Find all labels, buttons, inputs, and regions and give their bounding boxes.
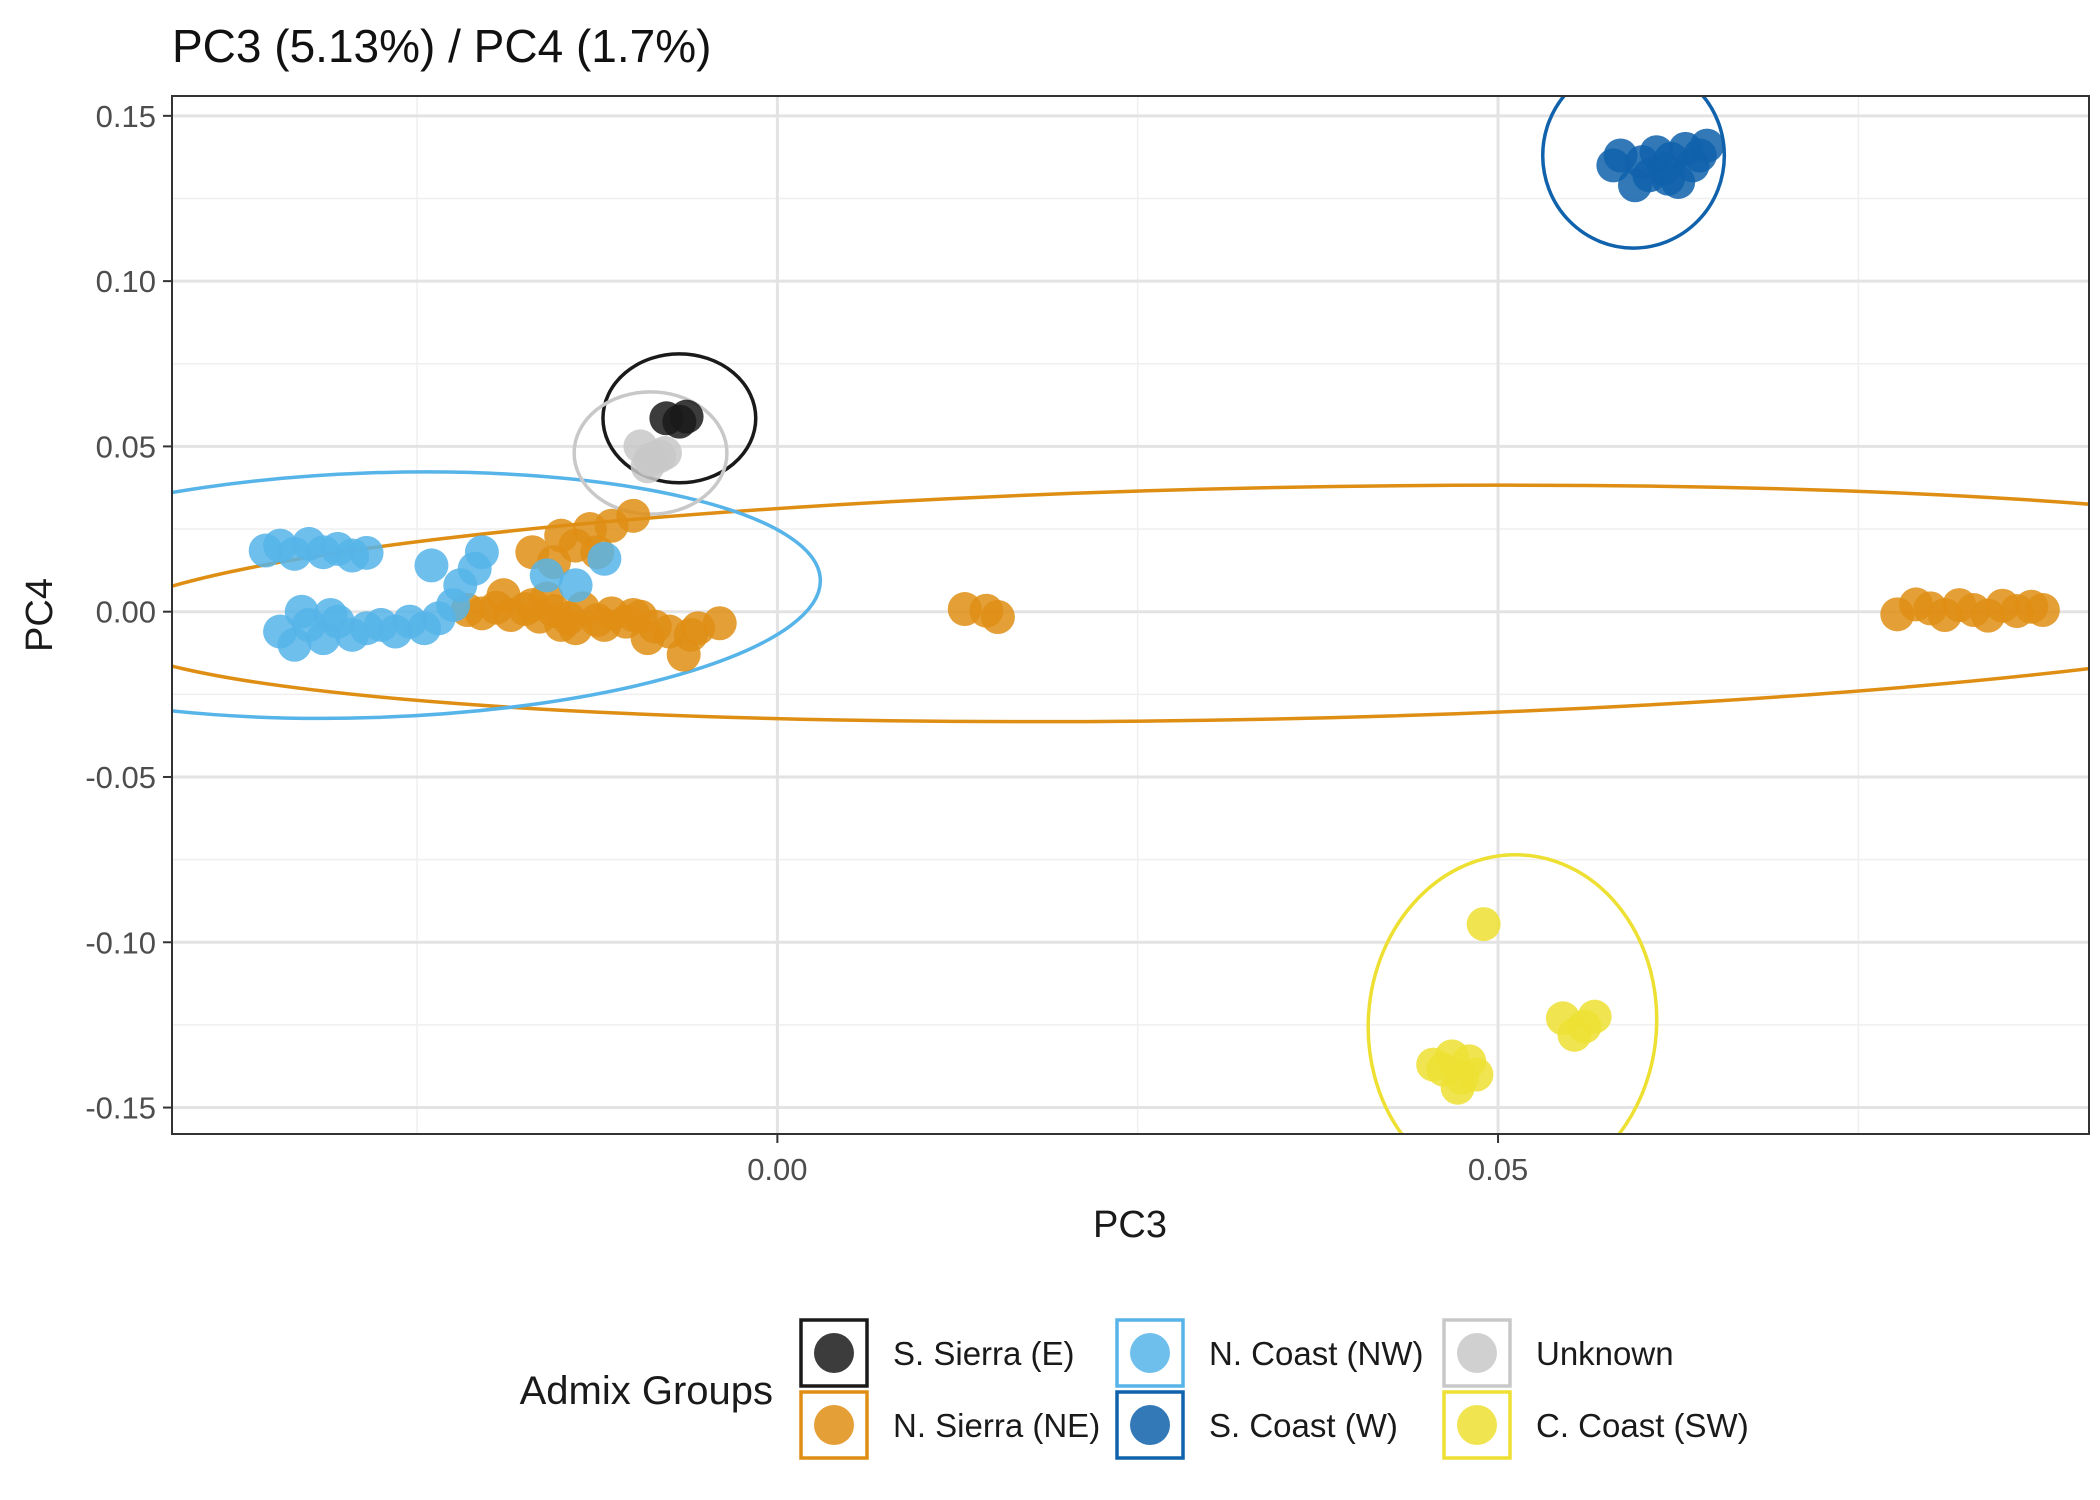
legend-key-dot-s-coast-w bbox=[1130, 1405, 1170, 1445]
y-tick-label: -0.05 bbox=[85, 760, 156, 795]
ellipse-c-coast-sw bbox=[1366, 853, 1659, 1134]
point-n-sierra-ne bbox=[486, 578, 521, 613]
legend-title: Admix Groups bbox=[520, 1369, 773, 1413]
ellipse-unknown bbox=[572, 390, 729, 516]
legend-key-dot-unknown bbox=[1457, 1333, 1497, 1373]
ellipse-s-coast-w bbox=[1541, 96, 1727, 250]
y-tick-label: -0.15 bbox=[85, 1091, 156, 1126]
group-ellipses bbox=[172, 96, 2089, 1134]
point-n-sierra-ne bbox=[587, 607, 622, 642]
chart-title: PC3 (5.13%) / PC4 (1.7%) bbox=[172, 20, 711, 72]
legend-key-dot-s-sierra-e bbox=[814, 1333, 854, 1373]
legend-label-n-coast-nw: N. Coast (NW) bbox=[1209, 1335, 1424, 1372]
point-n-coast-nw bbox=[464, 535, 499, 570]
y-tick-label: -0.10 bbox=[85, 925, 156, 960]
legend: Admix Groups S. Sierra (E) N. Sierra (NE)… bbox=[520, 1318, 1749, 1460]
grid-major bbox=[172, 96, 2089, 1134]
data-points bbox=[248, 128, 2060, 1105]
ellipse-n-sierra-ne bbox=[172, 483, 2089, 724]
y-tick-label: 0.00 bbox=[96, 595, 156, 630]
point-n-coast-nw bbox=[284, 594, 319, 629]
y-tick-label: 0.15 bbox=[96, 99, 156, 134]
y-axis-title: PC4 bbox=[19, 578, 61, 652]
point-s-coast-w bbox=[1651, 161, 1686, 196]
x-tick-label: 0.00 bbox=[747, 1152, 807, 1187]
point-n-sierra-ne bbox=[558, 611, 593, 646]
point-n-sierra-ne bbox=[702, 606, 737, 641]
point-s-sierra-e bbox=[662, 404, 697, 439]
y-tick-label: 0.05 bbox=[96, 429, 156, 464]
x-tick-label: 0.05 bbox=[1468, 1152, 1528, 1187]
point-n-sierra-ne bbox=[980, 599, 1015, 634]
point-c-coast-sw bbox=[1577, 999, 1612, 1034]
point-n-coast-nw bbox=[313, 598, 348, 632]
point-n-sierra-ne bbox=[616, 498, 651, 533]
ellipse-n-coast-nw bbox=[172, 470, 823, 721]
point-n-coast-nw bbox=[349, 535, 384, 570]
x-axis-title: PC3 bbox=[1093, 1204, 1167, 1246]
legend-key-dot-n-coast-nw bbox=[1130, 1333, 1170, 1373]
grid-minor bbox=[172, 96, 2089, 1134]
point-c-coast-sw bbox=[1459, 1057, 1494, 1092]
legend-key-box-n-coast-nw bbox=[1115, 1318, 1185, 1388]
legend-label-s-sierra-e: S. Sierra (E) bbox=[893, 1335, 1075, 1372]
point-n-coast-nw bbox=[587, 541, 622, 576]
point-n-sierra-ne bbox=[630, 621, 665, 656]
legend-key-box-n-sierra-ne bbox=[799, 1390, 869, 1460]
point-unknown bbox=[630, 449, 665, 484]
point-n-coast-nw bbox=[414, 548, 449, 583]
legend-key-dot-c-coast-sw bbox=[1457, 1405, 1497, 1445]
point-n-coast-nw bbox=[421, 601, 456, 636]
point-n-coast-nw bbox=[558, 568, 593, 603]
legend-key-dot-n-sierra-ne bbox=[814, 1405, 854, 1445]
plot-panel-border bbox=[171, 95, 2090, 1135]
point-n-sierra-ne bbox=[2025, 593, 2060, 628]
legend-label-unknown: Unknown bbox=[1536, 1335, 1674, 1372]
point-n-coast-nw bbox=[529, 558, 564, 593]
legend-label-c-coast-sw: C. Coast (SW) bbox=[1536, 1407, 1749, 1444]
legend-label-n-sierra-ne: N. Sierra (NE) bbox=[893, 1407, 1100, 1444]
point-c-coast-sw bbox=[1466, 907, 1501, 942]
point-s-coast-w bbox=[1690, 128, 1725, 163]
legend-label-s-coast-w: S. Coast (W) bbox=[1209, 1407, 1398, 1444]
x-axis-ticks: 0.00 0.05 bbox=[747, 1134, 1528, 1187]
ellipse-s-sierra-e bbox=[601, 352, 758, 485]
y-axis-ticks: 0.15 0.10 0.05 0.00 -0.05 -0.10 -0.15 bbox=[85, 99, 172, 1126]
y-tick-label: 0.10 bbox=[96, 264, 156, 299]
